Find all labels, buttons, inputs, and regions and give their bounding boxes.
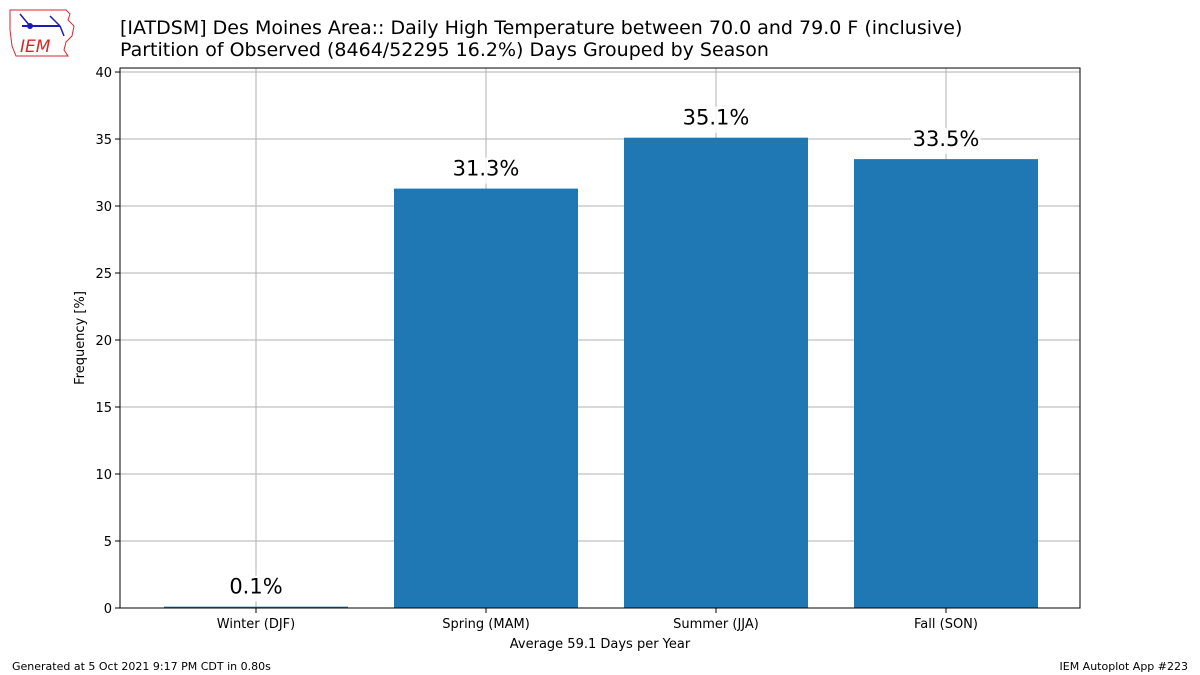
data-label-background — [451, 157, 521, 184]
data-label: 31.3% — [453, 157, 520, 181]
data-label-background — [681, 106, 751, 133]
iowa-map-icon: IEM — [9, 9, 75, 57]
chart-subtitle: Partition of Observed (8464/52295 16.2%)… — [120, 39, 769, 61]
y-tick-label: 35 — [95, 133, 112, 148]
data-label: 35.1% — [683, 106, 750, 130]
x-tick-label: Winter (DJF) — [217, 617, 295, 632]
y-tick-label: 15 — [95, 401, 112, 416]
iem-logo: IEM — [8, 6, 82, 58]
x-tick-label: Spring (MAM) — [442, 617, 530, 632]
data-label-layer: 0.1% 31.3% 35.1% 33.5% — [221, 106, 981, 602]
bar — [854, 159, 1038, 608]
plot-frame — [119, 67, 1081, 609]
y-tick-label: 40 — [95, 66, 112, 81]
axis-layer: 0 5 10 15 20 25 30 35 40 Winter (DJF) Spring (MAM)… — [73, 66, 1081, 652]
logo-text: IEM — [20, 37, 51, 57]
x-tick-label: Fall (SON) — [914, 617, 978, 632]
chart-title: [IATDSM] Des Moines Area:: Daily High Te… — [120, 17, 963, 39]
data-label: 0.1% — [229, 575, 282, 599]
data-label: 33.5% — [913, 127, 980, 151]
bar-layer — [164, 137, 1038, 609]
y-tick-label: 25 — [95, 267, 112, 282]
y-tick-label: 5 — [104, 535, 112, 550]
bar — [164, 606, 348, 608]
bar — [394, 188, 578, 609]
data-label-background — [221, 575, 291, 602]
bar — [624, 137, 808, 608]
y-tick-label: 20 — [95, 334, 112, 349]
y-tick-label: 10 — [95, 468, 112, 483]
data-label-background — [911, 128, 981, 155]
x-axis-label: Average 59.1 Days per Year — [510, 637, 691, 652]
x-tick-label: Summer (JJA) — [673, 617, 759, 632]
y-tick-label: 30 — [95, 200, 112, 215]
generated-timestamp: Generated at 5 Oct 2021 9:17 PM CDT in 0… — [12, 660, 271, 673]
autoplot-app-id: IEM Autoplot App #223 — [1059, 660, 1189, 673]
y-tick-label: 0 — [104, 602, 112, 617]
y-axis-label: Frequency [%] — [73, 291, 88, 385]
